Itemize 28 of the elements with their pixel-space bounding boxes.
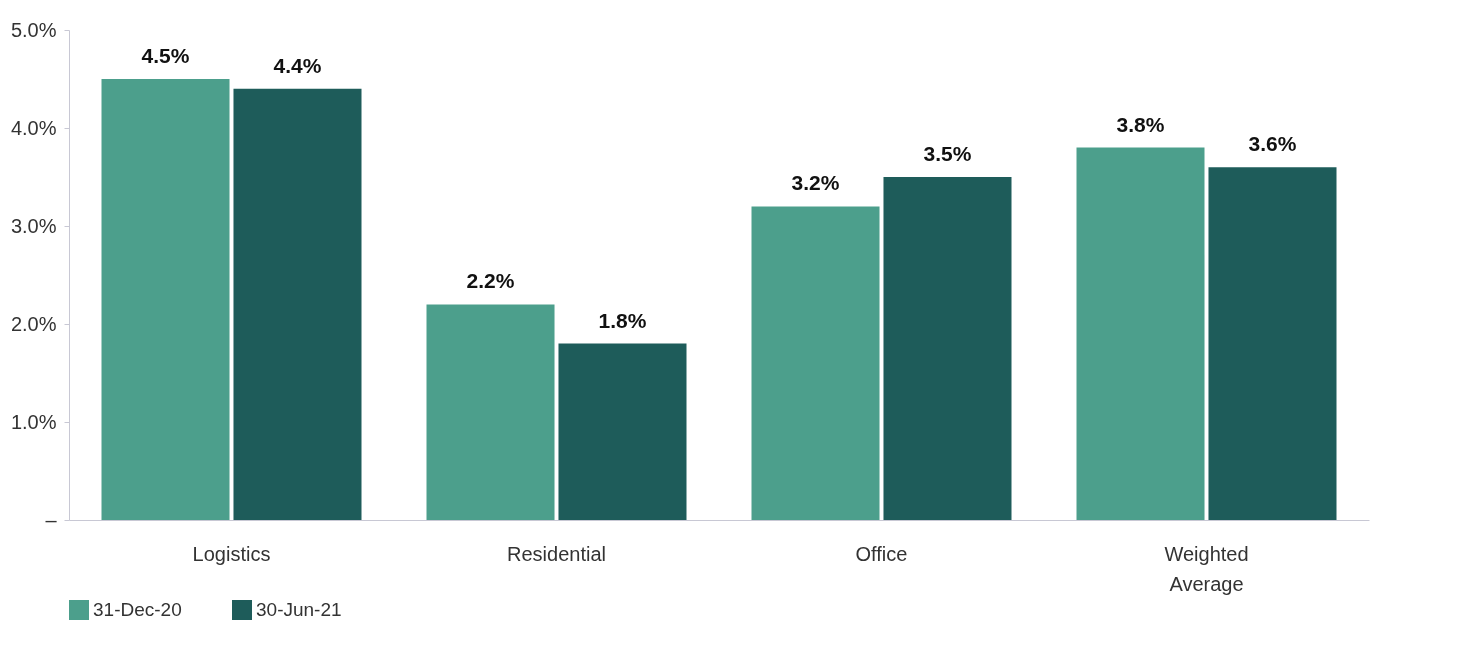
legend-label: 30-Jun-21: [256, 599, 342, 620]
data-label: 4.4%: [273, 53, 322, 77]
bar: [883, 177, 1012, 520]
bar: [1208, 167, 1337, 520]
data-label: 3.2%: [791, 171, 840, 195]
data-label: 3.8%: [1116, 112, 1165, 136]
y-tick-label: 5.0%: [10, 18, 57, 41]
data-label: 3.5%: [923, 142, 972, 165]
bar: [101, 79, 230, 520]
x-tick-label: Residential: [507, 542, 606, 565]
x-tick-label: Logistics: [192, 542, 271, 565]
y-tick-label: 4.0%: [10, 116, 57, 139]
bar: [1076, 147, 1205, 520]
bar: [233, 88, 362, 520]
y-tick-label: 2.0%: [10, 312, 57, 335]
y-tick-label: 3.0%: [10, 214, 57, 237]
y-tick-label: 1.0%: [10, 410, 57, 433]
x-tick-label: Weighted Average: [1164, 542, 1249, 595]
y-tick-label: –: [45, 508, 58, 531]
bar: [751, 206, 880, 520]
bar: [558, 343, 687, 520]
legend-label: 31-Dec-20: [93, 599, 182, 620]
data-label: 2.2%: [466, 269, 515, 293]
data-label: 4.5%: [141, 44, 190, 67]
bar: [426, 304, 555, 520]
x-tick-label: Office: [855, 542, 908, 565]
data-label: 1.8%: [598, 308, 647, 332]
data-label: 3.6%: [1248, 132, 1297, 156]
